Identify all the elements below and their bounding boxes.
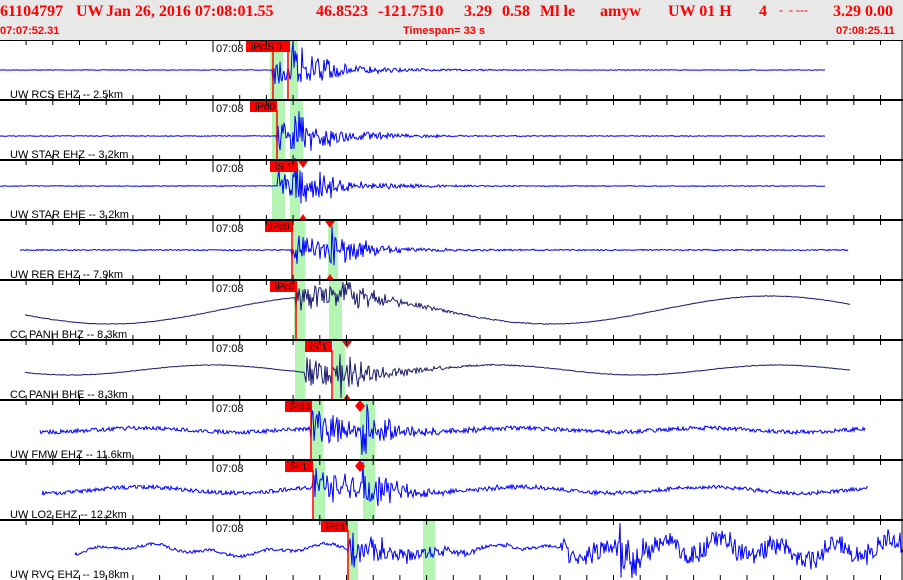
time-tick-label: 07:08: [216, 403, 244, 415]
waveform-trace: [41, 461, 868, 507]
event-datetime: Jan 26, 2016 07:08:01.55: [106, 3, 274, 20]
channel-panel[interactable]: iP 1 07:08 UW LO2 EHZ -- 12.2km: [0, 459, 903, 521]
pick-label[interactable]: iPc1: [326, 522, 346, 533]
values: 3.29 0.00: [833, 3, 893, 20]
pick-label[interactable]: iS 1: [310, 342, 328, 353]
pick-label[interactable]: iS 1: [275, 162, 293, 173]
phase-window: [294, 280, 305, 340]
channel-panel[interactable]: iPc0 07:08 UW RER EHZ -- 7.9km: [0, 219, 903, 281]
pick-marker-icon[interactable]: [298, 161, 308, 168]
waveform-trace: [0, 41, 826, 85]
pick-label-box[interactable]: [246, 41, 290, 52]
pick-label[interactable]: iPc0: [270, 222, 290, 233]
longitude: -121.7510: [378, 3, 444, 20]
channel-panel[interactable]: iPd0 07:08 UW STAR EHZ -- 3.2km: [0, 99, 903, 161]
network: UW: [76, 3, 104, 20]
phase-window: [293, 220, 305, 280]
pick-label[interactable]: iPd0: [290, 402, 310, 413]
channel-label: UW STAR EHE -- 3.2km: [10, 209, 129, 221]
start-time: 07:07:52.31: [0, 25, 60, 37]
pick-label-box[interactable]: [305, 341, 332, 352]
phase-window: [290, 160, 300, 220]
time-tick-label: 07:08: [216, 43, 244, 55]
channel-label: UW RCS EHZ -- 2.5km: [10, 89, 123, 101]
channel-panel[interactable]: iPciS 0 07:08 UW RCS EHZ -- 2.5km: [0, 40, 903, 101]
channel-label: UW STAR EHZ -- 3.2km: [10, 149, 128, 161]
pick-label[interactable]: iPc0: [275, 282, 295, 293]
channel-panel[interactable]: iPc0 07:08 CC PANH BHZ -- 8.3km: [0, 279, 903, 341]
magnitude: 3.29: [464, 3, 492, 20]
channel-label: UW RER EHZ -- 7.9km: [10, 269, 123, 281]
channel-panel[interactable]: iS 1 07:08 UW STAR EHE -- 3.2km: [0, 157, 903, 221]
time-tick-label: 07:08: [216, 343, 244, 355]
latitude: 46.8523: [316, 3, 368, 20]
pick-label-box[interactable]: [321, 521, 348, 532]
waveform-trace: [24, 281, 851, 326]
pick-marker-icon[interactable]: [326, 274, 334, 280]
time-tick-label: 07:08: [216, 163, 244, 175]
channel-label: UW RVC EHZ -- 19.8km: [10, 569, 129, 580]
time-tick-label: 07:08: [216, 463, 244, 475]
magnitude-error: 0.58: [502, 3, 530, 20]
phase-window: [312, 400, 323, 460]
event-id: 61104797: [0, 3, 64, 20]
waveform-trace: [74, 522, 903, 579]
flags: - - ---: [779, 3, 808, 17]
waveform-trace: [0, 157, 826, 204]
time-tick-label: 07:08: [216, 283, 244, 295]
pick-label-box[interactable]: [250, 101, 277, 112]
channel-label: CC PANH BHZ -- 8.3km: [10, 329, 127, 341]
magnitude-type: Ml le: [540, 3, 576, 20]
pick-label[interactable]: iPd0: [255, 102, 275, 113]
pick-label[interactable]: iP 1: [290, 462, 307, 473]
waveform-trace: [24, 354, 851, 399]
timespan: Timespan= 33 s: [403, 25, 486, 37]
waveform-trace: [19, 225, 849, 266]
pick-label[interactable]: iPciS 0: [251, 42, 283, 53]
pick-marker-icon[interactable]: [325, 221, 335, 228]
channel-label: UW LO2 EHZ -- 12.2km: [10, 509, 127, 521]
pick-marker-icon[interactable]: [355, 460, 365, 472]
phase-window: [295, 340, 305, 400]
pick-label-box[interactable]: [265, 221, 293, 232]
time-tick-label: 07:08: [216, 223, 244, 235]
end-time: 07:08:25.11: [836, 25, 895, 37]
source: UW 01 H: [668, 3, 732, 20]
pick-label-box[interactable]: [285, 401, 312, 412]
pick-label-box[interactable]: [285, 461, 313, 472]
event-header: 61104797 UW Jan 26, 2016 07:08:01.55 46.…: [0, 0, 903, 40]
pick-label-box[interactable]: [270, 281, 297, 292]
waveform-trace: [0, 111, 825, 151]
channel-label: UW FMW EHZ -- 11.6km: [10, 449, 131, 461]
count: 4: [759, 3, 767, 20]
channel-panel[interactable]: iS 1 07:08 CC PANH BHE -- 8.3km: [0, 339, 903, 401]
channel-panel[interactable]: iPc1 07:08 UW RVC EHZ -- 19.8km: [0, 519, 903, 580]
pick-marker-icon[interactable]: [299, 214, 307, 220]
pick-marker-icon[interactable]: [355, 400, 365, 412]
time-tick-label: 07:08: [216, 103, 244, 115]
phase-window: [290, 40, 298, 100]
waveform-trace: [39, 404, 866, 455]
channel-label: CC PANH BHE -- 8.3km: [10, 389, 128, 401]
time-tick-label: 07:08: [216, 523, 244, 535]
seismogram-panels[interactable]: iPciS 0 07:08 UW RCS EHZ -- 2.5km iPd0 07:08…: [0, 40, 903, 580]
phase-window: [272, 160, 285, 220]
analyst: amyw: [600, 3, 641, 20]
channel-panel[interactable]: iPd0 07:08 UW FMW EHZ -- 11.6km: [0, 399, 903, 461]
pick-label-box[interactable]: [270, 161, 297, 172]
